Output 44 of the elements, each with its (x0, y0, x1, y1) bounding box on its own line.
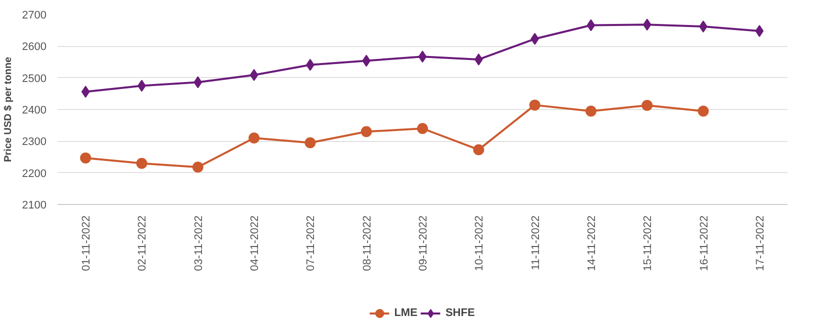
x-tick-label: 02-11-2022 (136, 216, 149, 271)
y-axis-title: Price USD $ per tonne (3, 56, 14, 162)
point (250, 68, 258, 81)
point (642, 18, 652, 31)
point (417, 123, 428, 134)
point (755, 24, 764, 37)
y-tick-label: 2200 (22, 168, 47, 180)
x-tick-label: 16-11-2022 (698, 216, 710, 271)
point (81, 86, 90, 98)
x-tick-label: 15-11-2022 (642, 216, 654, 271)
x-tick-label: 14-11-2022 (586, 216, 598, 271)
x-tick-label: 03-11-2022 (192, 216, 205, 271)
y-tick-label: 2300 (22, 136, 47, 148)
point (474, 53, 483, 66)
point (304, 137, 316, 148)
point (362, 54, 371, 67)
point (192, 162, 204, 173)
point (248, 132, 260, 144)
point (529, 100, 540, 111)
legend-label: LME (394, 307, 418, 319)
point (418, 50, 427, 63)
point (698, 106, 709, 117)
x-tick-label: 09-11-2022 (418, 216, 430, 271)
x-tick-label: 10-11-2022 (474, 216, 486, 271)
point (80, 152, 92, 164)
point (642, 100, 653, 111)
point (473, 144, 484, 156)
point (585, 106, 596, 117)
y-tick-label: 2400 (22, 104, 47, 116)
x-tick-label: 08-11-2022 (361, 216, 374, 271)
x-tick-label: 01-11-2022 (80, 216, 93, 271)
x-tick-label: 04-11-2022 (249, 216, 262, 271)
point (136, 158, 148, 169)
x-tick-label: 07-11-2022 (305, 216, 318, 271)
y-tick-label: 2600 (22, 41, 47, 54)
y-tick-label: 2100 (22, 200, 47, 212)
legend-label: SHFE (445, 307, 475, 319)
x-tick-label: 11-11-2022 (530, 215, 542, 270)
x-tick-label: 17-11-2022 (754, 216, 766, 271)
point (586, 19, 596, 32)
y-tick-label: 2500 (22, 72, 47, 85)
point (194, 76, 202, 88)
point (360, 126, 372, 138)
y-tick-label: 2700 (22, 10, 47, 22)
